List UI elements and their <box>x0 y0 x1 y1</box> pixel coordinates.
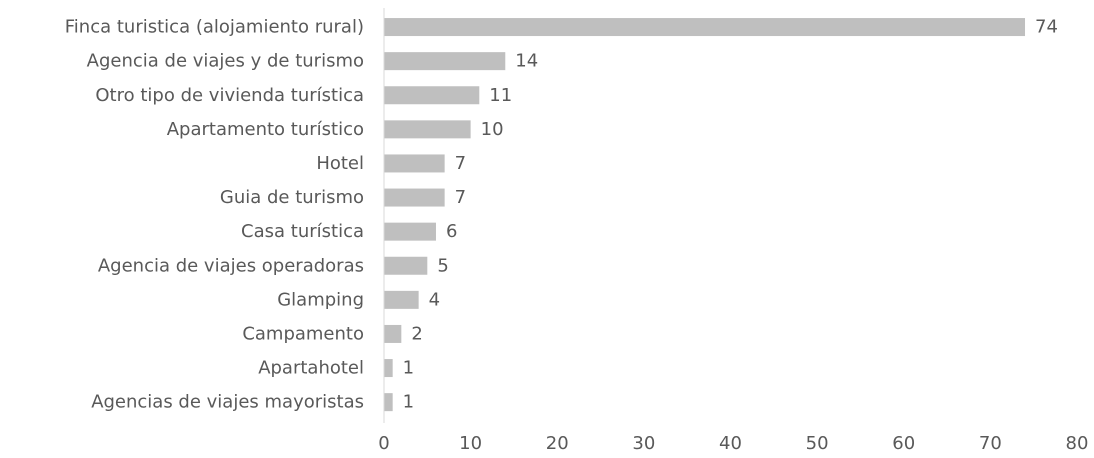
bar <box>384 120 471 139</box>
category-label: Agencia de viajes y de turismo <box>87 51 364 72</box>
bar <box>384 18 1026 37</box>
category-label: Agencia de viajes operadoras <box>98 255 364 276</box>
data-label: 4 <box>429 289 440 310</box>
x-tick-label: 80 <box>1066 433 1089 454</box>
category-label: Agencias de viajes mayoristas <box>91 392 364 413</box>
data-label: 6 <box>446 221 457 242</box>
bar <box>384 324 402 343</box>
category-label: Glamping <box>277 289 364 310</box>
x-axis-tick-labels: 0 10 20 30 40 50 60 70 80 <box>378 433 1088 454</box>
x-tick-label: 60 <box>892 433 915 454</box>
category-label: Finca turistica (alojamiento rural) <box>65 17 364 38</box>
data-label: 1 <box>403 358 414 379</box>
x-tick-label: 30 <box>632 433 655 454</box>
data-label: 74 <box>1035 17 1058 38</box>
category-label: Apartamento turístico <box>167 119 364 140</box>
category-label: Apartahotel <box>258 358 364 379</box>
data-label: 7 <box>455 153 466 174</box>
data-label: 10 <box>481 119 504 140</box>
bar <box>384 52 506 71</box>
bar <box>384 359 393 378</box>
category-label: Guia de turismo <box>220 187 364 208</box>
category-label: Hotel <box>316 153 364 174</box>
bar <box>384 86 480 105</box>
x-tick-label: 50 <box>806 433 829 454</box>
bar <box>384 393 393 412</box>
x-tick-label: 40 <box>719 433 742 454</box>
bar <box>384 188 445 207</box>
bar <box>384 290 419 309</box>
category-label: Campamento <box>242 323 364 344</box>
bar <box>384 256 428 275</box>
data-label: 14 <box>515 51 538 72</box>
data-label: 7 <box>455 187 466 208</box>
bar <box>384 222 436 241</box>
category-labels: Finca turistica (alojamiento rural) Agenc… <box>65 17 364 413</box>
bars-layer <box>384 18 1026 412</box>
x-tick-label: 0 <box>378 433 389 454</box>
x-tick-label: 10 <box>459 433 482 454</box>
bar <box>384 154 445 173</box>
data-label: 2 <box>411 323 422 344</box>
data-label: 1 <box>403 392 414 413</box>
data-label: 5 <box>437 255 448 276</box>
x-tick-label: 70 <box>979 433 1002 454</box>
category-label: Otro tipo de vivienda turística <box>95 85 364 106</box>
x-tick-label: 20 <box>546 433 569 454</box>
data-label: 11 <box>489 85 512 106</box>
category-label: Casa turística <box>241 221 364 242</box>
